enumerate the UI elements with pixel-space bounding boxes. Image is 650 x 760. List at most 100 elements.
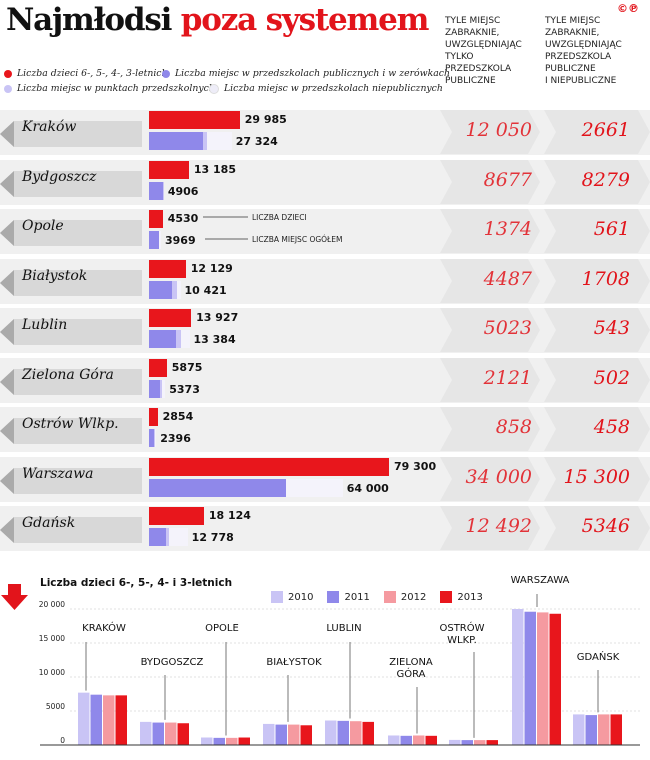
year-legend-swatch (271, 591, 283, 603)
city-label: Ostrów Wlkp. (22, 416, 119, 432)
legend-swatch-purple (162, 69, 170, 78)
places-bar-segment (149, 379, 161, 398)
city-label: Opole (22, 218, 64, 234)
shortage-public-private: 5346 (581, 515, 630, 537)
year-legend-label: 2011 (344, 591, 370, 603)
year-bar (461, 740, 473, 745)
places-bar-segment (181, 330, 190, 348)
title-part-2: poza systemem (180, 2, 430, 38)
children-value: 18 124 (208, 509, 251, 522)
category-label: Gdańsk (576, 652, 620, 663)
year-bar (115, 695, 127, 745)
year-bar (288, 724, 300, 745)
shortage-public-private: 15 300 (563, 465, 630, 488)
shortage-public-only: 4487 (483, 267, 532, 290)
places-bar-segment (286, 478, 343, 497)
shortage-public-private: 543 (593, 317, 630, 339)
shortage-public-only: 34 000 (465, 465, 532, 488)
places-bar-segment (154, 429, 157, 447)
year-bar (400, 735, 412, 745)
row-arrow-tab (0, 418, 142, 444)
row-arrow-tab (0, 467, 142, 494)
row-chevron-shapes (440, 407, 650, 451)
city-label: Bydgoszcz (22, 168, 97, 185)
legend-item-private-places: Liczba miejsc w przedszkolach niepublicz… (209, 83, 443, 94)
category-label: Warszawa (510, 575, 570, 586)
year-bar (512, 609, 524, 745)
city-label: Warszawa (22, 465, 94, 482)
category-label: Bydgoszcz (140, 657, 204, 668)
year-bar (165, 722, 177, 745)
legend-swatch-lavender (4, 84, 12, 93)
column-header-public-private: TYLE MIEJSC ZABRAKNIE, UWZGLĘDNIAJĄC PRZ… (545, 16, 622, 86)
children-bar (149, 111, 240, 129)
city-label: Kraków (22, 119, 77, 135)
row-chevron-shapes (440, 110, 650, 154)
children-value: 4530 (167, 212, 199, 225)
year-legend-swatch (440, 591, 453, 603)
year-bar (103, 695, 115, 745)
shortage-public-only: 858 (495, 416, 532, 438)
row-arrow-tab (0, 517, 142, 543)
year-bar (486, 740, 498, 745)
children-value: 5875 (171, 360, 203, 374)
year-bar (585, 715, 597, 745)
places-bar-segment (166, 528, 170, 546)
shortage-public-only: 5023 (483, 317, 532, 339)
places-bar-segment (172, 280, 177, 299)
year-bar (263, 723, 275, 745)
annotation-lines (203, 216, 248, 240)
year-bar (201, 737, 213, 745)
city-label: Lublin (22, 317, 68, 333)
places-bar-segment (158, 231, 160, 249)
shortage-public-private: 458 (593, 416, 630, 438)
legend-item-public-places: Liczba miejsc w przedszkolach publicznyc… (162, 68, 450, 79)
year-legend-label: 2010 (288, 591, 314, 603)
y-tick-label: 20 000 (38, 600, 65, 609)
row-arrow-tab (0, 121, 142, 147)
places-value: 13 384 (193, 333, 236, 346)
city-label: Zielona Góra (22, 366, 114, 383)
category-label: Zielona Góra (389, 657, 433, 680)
category-label: Kraków (82, 623, 126, 634)
down-arrow-icon (1, 584, 28, 610)
y-tick-label: 10 000 (38, 668, 65, 677)
children-bar (149, 309, 192, 327)
places-bar-segment (149, 280, 173, 299)
bottom-chart-title: Liczba dzieci 6-, 5-, 4- i 3-letnich (40, 577, 233, 589)
year-legend-swatch (383, 591, 396, 603)
places-bar-segment (206, 132, 232, 150)
row-chevron-shapes (440, 456, 650, 501)
places-bar-segment (149, 181, 163, 200)
city-label: Białystok (22, 267, 88, 284)
year-bar (152, 722, 164, 745)
row-arrow-tab (0, 220, 142, 246)
year-bar (350, 721, 362, 745)
places-bar-segment (176, 280, 181, 299)
column-header-public-only: TYLE MIEJSC ZABRAKNIE, UWZGLĘDNIAJĄC TYL… (445, 16, 522, 86)
year-bar (549, 613, 561, 745)
annotation-places: LICZBA MIEJSC OGÓŁEM (252, 235, 343, 244)
legend-label-public-places: Liczba miejsc w przedszkolach publicznyc… (175, 68, 450, 79)
year-legend-item: 2012 (383, 591, 426, 603)
year-bar (140, 721, 152, 745)
year-bar (78, 692, 90, 745)
legend-label-private-places: Liczba miejsc w przedszkolach niepublicz… (224, 83, 443, 94)
legend-label-children: Liczba dzieci 6-, 5-, 4-, 3-letnich (17, 68, 168, 79)
legend-item-points-places: Liczba miejsc w punktach przedszkolnych (4, 83, 215, 94)
children-bar (149, 160, 189, 179)
row-arrow-tab (0, 319, 142, 345)
places-bar-segment (149, 231, 159, 249)
places-bar-segment (149, 528, 167, 546)
children-bar (149, 358, 167, 377)
year-legend-item: 2011 (327, 591, 370, 603)
children-value: 13 185 (193, 162, 236, 176)
category-label: Opole (205, 623, 239, 634)
row-chevron-shapes (440, 308, 650, 352)
children-bar (149, 507, 204, 525)
places-bar-segment (149, 429, 154, 447)
year-legend-swatch (327, 591, 340, 603)
children-bar (149, 259, 186, 278)
year-bar (90, 694, 102, 745)
category-label: Ostrów Wlkp. (439, 623, 485, 646)
